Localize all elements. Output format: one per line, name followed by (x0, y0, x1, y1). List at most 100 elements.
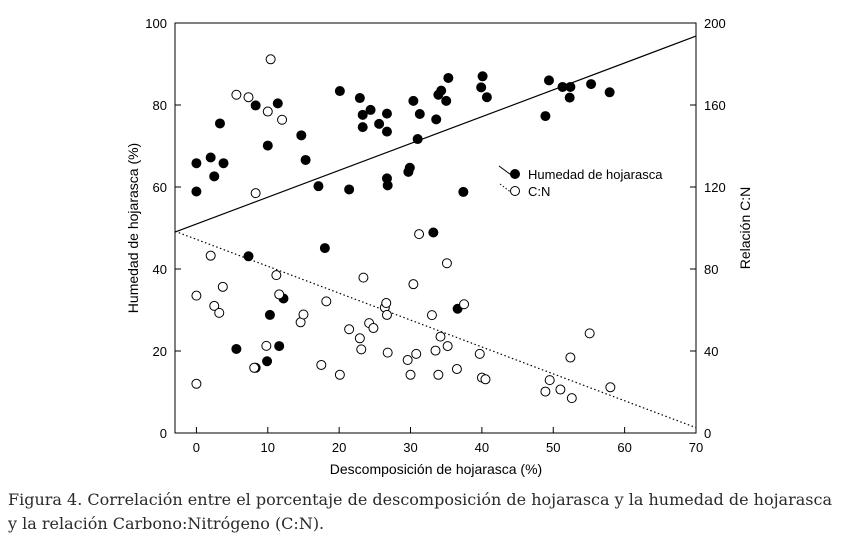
y2-axis-title: Relación C:N (737, 187, 753, 269)
point-cn (354, 333, 365, 344)
point-cn (605, 382, 616, 393)
point-humedad (431, 114, 442, 125)
point-cn (480, 374, 491, 385)
trend-lines (174, 35, 697, 429)
y2-tick-label: 0 (704, 426, 711, 441)
point-cn (250, 188, 261, 199)
y-tick-label: 80 (153, 98, 167, 113)
point-humedad (436, 85, 447, 96)
point-cn (261, 340, 272, 351)
point-cn (271, 270, 282, 281)
x-tick-label: 50 (546, 440, 560, 455)
point-humedad (250, 100, 261, 111)
y2-tick-label: 160 (704, 98, 726, 113)
point-cn (321, 296, 332, 307)
y-tick-label: 40 (153, 262, 167, 277)
point-cn (408, 279, 419, 290)
caption-line-2: y la relación Carbono:Nitrógeno (C:N). (8, 514, 325, 533)
point-humedad (274, 341, 285, 352)
point-humedad (354, 93, 365, 104)
x-tick-label: 10 (261, 440, 275, 455)
legend-label-cn: C:N (528, 184, 550, 199)
y-tick-label: 60 (153, 180, 167, 195)
point-humedad (365, 104, 376, 115)
point-humedad (357, 109, 368, 120)
plot-frame (174, 22, 697, 434)
point-humedad (374, 118, 385, 129)
point-humedad (191, 186, 202, 197)
point-humedad (214, 118, 225, 129)
point-humedad (313, 181, 324, 192)
point-humedad (604, 87, 615, 98)
point-cn (344, 324, 355, 335)
point-cn (205, 250, 216, 261)
point-humedad (564, 92, 575, 103)
point-cn (191, 290, 202, 301)
point-cn (243, 92, 254, 103)
point-humedad (264, 309, 275, 320)
point-cn (435, 331, 446, 342)
point-cn (368, 323, 379, 334)
point-cn (217, 281, 228, 292)
point-humedad (272, 98, 283, 109)
y2-tick-label: 80 (704, 262, 718, 277)
point-humedad (404, 162, 415, 173)
point-cn (451, 364, 462, 375)
point-humedad (586, 79, 597, 90)
point-humedad (543, 75, 554, 86)
point-humedad (262, 140, 273, 151)
point-cn (411, 348, 422, 359)
point-cn (540, 386, 551, 397)
point-humedad (408, 95, 419, 106)
x-tick-label: 0 (193, 440, 200, 455)
legend-marker-cn (510, 186, 520, 196)
figure-caption: Figura 4. Correlación entre el porcentaj… (8, 488, 854, 536)
point-humedad (443, 72, 454, 83)
point-cn (402, 355, 413, 366)
point-humedad (412, 134, 423, 145)
point-cn (249, 362, 260, 373)
point-cn (381, 298, 392, 309)
caption-line-1: Figura 4. Correlación entre el porcentaj… (8, 490, 832, 509)
legend-line-cn (499, 183, 513, 194)
point-cn (414, 229, 425, 240)
trend-line-humedad (174, 35, 697, 233)
point-cn (381, 309, 392, 320)
y-tick-label: 100 (145, 16, 167, 31)
point-humedad (205, 152, 216, 163)
point-cn (442, 341, 453, 352)
point-cn (474, 348, 485, 359)
data-points (191, 54, 616, 404)
point-humedad (540, 111, 551, 122)
point-cn (566, 393, 577, 404)
point-humedad (477, 71, 488, 82)
y2-tick-label: 200 (704, 16, 726, 31)
point-cn (358, 272, 369, 283)
point-humedad (344, 184, 355, 195)
point-cn (191, 378, 202, 389)
point-cn (316, 359, 327, 370)
point-cn (433, 369, 444, 380)
point-humedad (357, 122, 368, 133)
point-humedad (476, 82, 487, 93)
point-humedad (231, 343, 242, 354)
point-humedad (565, 81, 576, 92)
x-tick-label: 30 (403, 440, 417, 455)
point-cn (231, 89, 242, 100)
x-tick-label: 40 (475, 440, 489, 455)
point-humedad (382, 180, 393, 191)
y-axis-title: Humedad de hojarasca (%) (125, 143, 141, 313)
point-humedad (381, 108, 392, 119)
point-humedad (428, 227, 439, 238)
point-humedad (243, 251, 254, 262)
point-humedad (209, 171, 220, 182)
point-humedad (191, 158, 202, 169)
x-tick-label: 60 (617, 440, 631, 455)
point-cn (459, 299, 470, 310)
point-cn (356, 344, 367, 355)
y-tick-label: 20 (153, 344, 167, 359)
point-cn (430, 345, 441, 356)
point-humedad (414, 109, 425, 120)
trend-line-cn (174, 230, 697, 429)
point-cn (298, 309, 309, 320)
